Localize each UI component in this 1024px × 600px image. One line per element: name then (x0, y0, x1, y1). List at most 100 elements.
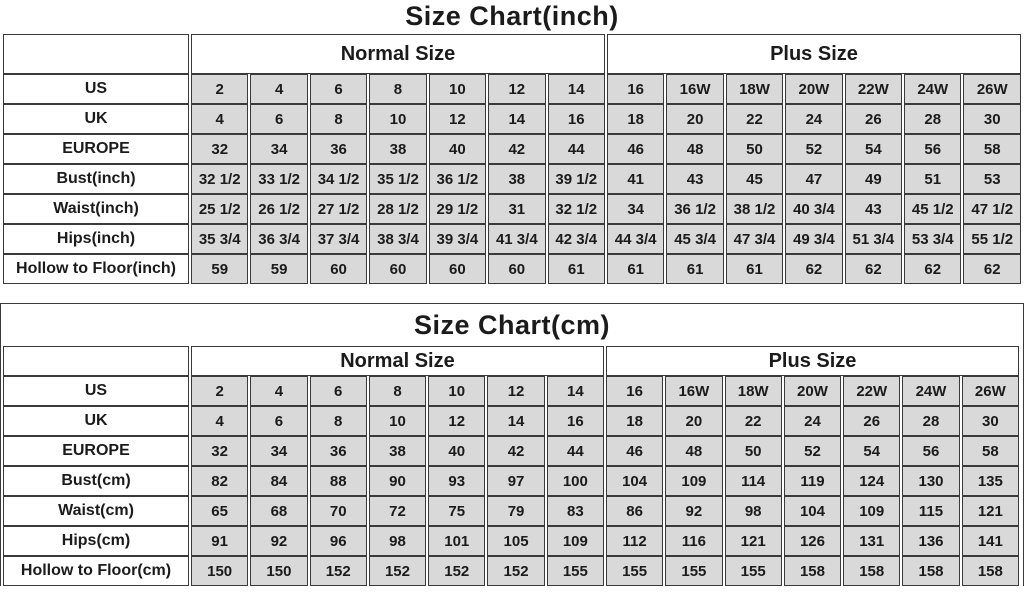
size-cell: 42 3/4 (547, 224, 605, 254)
size-cell: 16 (546, 406, 604, 436)
size-cell: 45 3/4 (666, 224, 724, 254)
size-cell: 4 (191, 104, 249, 134)
table-row: Waist(cm) 65 68 70 72 75 79 83 86 92 98 104 109 115 12… (3, 496, 1019, 526)
size-cell: 100 (546, 466, 604, 496)
size-cell: 62 (963, 254, 1021, 284)
size-cell: 10 (369, 104, 427, 134)
size-cell: 54 (843, 436, 901, 466)
row-label: US (3, 74, 189, 104)
corner-cell (3, 346, 189, 376)
size-cell: 14 (546, 376, 604, 406)
size-cell: 47 (785, 164, 843, 194)
size-cell: 14 (488, 104, 546, 134)
size-cell: 2 (191, 74, 249, 104)
table-row: US 2 4 6 8 10 12 14 16 16W 18W 20W 22W 24W 26W (3, 74, 1021, 104)
size-cell: 43 (844, 194, 903, 224)
size-cell: 4 (250, 376, 308, 406)
size-cell: 115 (902, 496, 960, 526)
group-header-row: Normal Size Plus Size (3, 34, 1021, 74)
size-cell: 26W (961, 376, 1019, 406)
table-row: US 2 4 6 8 10 12 14 16 16W 18W 20W 22W 24W 26W (3, 376, 1019, 406)
table-row: Bust(cm) 82 84 88 90 93 97 100 104 109 114 119 124 13… (3, 466, 1019, 496)
size-cell: 36 1/2 (428, 164, 487, 194)
table-row: UK 4 6 8 10 12 14 16 18 20 22 24 26 28 30 (3, 104, 1021, 134)
size-cell: 36 1/2 (666, 194, 724, 224)
table-row: Waist(inch) 25 1/2 26 1/2 27 1/2 28 1/2 29 1/… (3, 194, 1021, 224)
size-cell: 119 (783, 466, 842, 496)
size-cell: 6 (309, 74, 368, 104)
size-cell: 26 (843, 406, 901, 436)
size-cell: 53 3/4 (904, 224, 962, 254)
size-cell: 2 (191, 376, 249, 406)
size-cell: 130 (902, 466, 960, 496)
table-row: UK 4 6 8 10 12 14 16 18 20 22 24 26 28 30 (3, 406, 1019, 436)
size-cell: 8 (368, 376, 427, 406)
size-cell: 93 (428, 466, 486, 496)
row-label: Hollow to Floor(inch) (3, 254, 189, 284)
size-cell: 59 (250, 254, 308, 284)
size-cell: 92 (250, 526, 308, 556)
size-chart-inch-title: Size Chart(inch) (405, 1, 619, 31)
size-cell: 150 (191, 556, 249, 586)
size-cell: 65 (191, 496, 249, 526)
size-cell: 14 (547, 74, 605, 104)
size-cell: 32 (191, 134, 249, 164)
size-cell: 24W (904, 74, 962, 104)
size-cell: 150 (250, 556, 308, 586)
size-cell: 34 (250, 436, 308, 466)
size-cell: 29 1/2 (428, 194, 487, 224)
table-row: Hips(inch) 35 3/4 36 3/4 37 3/4 38 3/4 39 3/4… (3, 224, 1021, 254)
size-cell: 14 (487, 406, 545, 436)
size-cell: 36 (309, 134, 368, 164)
size-cell: 42 (487, 436, 545, 466)
size-cell: 44 3/4 (606, 224, 665, 254)
size-cell: 70 (309, 496, 367, 526)
size-cell: 38 (488, 164, 546, 194)
size-cell: 8 (309, 104, 368, 134)
size-cell: 52 (785, 134, 843, 164)
size-cell: 16W (666, 74, 724, 104)
size-cell: 34 (606, 194, 665, 224)
size-cell: 135 (961, 466, 1019, 496)
row-label: Waist(inch) (3, 194, 189, 224)
size-cell: 44 (547, 134, 605, 164)
size-cell: 6 (250, 406, 308, 436)
size-cell: 16 (606, 74, 665, 104)
corner-cell (3, 34, 189, 74)
row-label: US (3, 376, 189, 406)
size-cell: 28 (904, 104, 962, 134)
size-cell: 20 (665, 406, 723, 436)
size-cell: 12 (428, 104, 487, 134)
size-cell: 4 (191, 406, 249, 436)
size-cell: 49 (844, 164, 903, 194)
size-cell: 32 (191, 436, 249, 466)
row-label: Waist(cm) (3, 496, 189, 526)
size-cell: 158 (902, 556, 960, 586)
size-cell: 28 1/2 (369, 194, 427, 224)
size-cell: 38 (368, 436, 427, 466)
size-cell: 88 (309, 466, 367, 496)
size-cell: 75 (428, 496, 486, 526)
size-cell: 10 (428, 376, 486, 406)
size-cell: 50 (724, 436, 782, 466)
size-cell: 51 (904, 164, 962, 194)
size-cell: 6 (309, 376, 367, 406)
size-cell: 56 (902, 436, 960, 466)
size-cell: 30 (963, 104, 1021, 134)
size-cell: 46 (605, 436, 664, 466)
size-cell: 152 (428, 556, 486, 586)
size-cell: 124 (843, 466, 901, 496)
size-cell: 47 1/2 (963, 194, 1021, 224)
size-cell: 79 (487, 496, 545, 526)
size-cell: 22 (725, 104, 784, 134)
size-cell: 49 3/4 (785, 224, 843, 254)
size-cell: 55 1/2 (963, 224, 1021, 254)
table-row: EUROPE 32 34 36 38 40 42 44 46 48 50 52 54 56 58 (3, 436, 1019, 466)
size-cell: 34 1/2 (309, 164, 368, 194)
size-cell: 38 1/2 (725, 194, 784, 224)
row-label: Bust(cm) (3, 466, 189, 496)
size-cell: 41 (606, 164, 665, 194)
size-cell: 4 (250, 74, 308, 104)
size-cell: 35 1/2 (369, 164, 427, 194)
size-cell: 20 (666, 104, 724, 134)
